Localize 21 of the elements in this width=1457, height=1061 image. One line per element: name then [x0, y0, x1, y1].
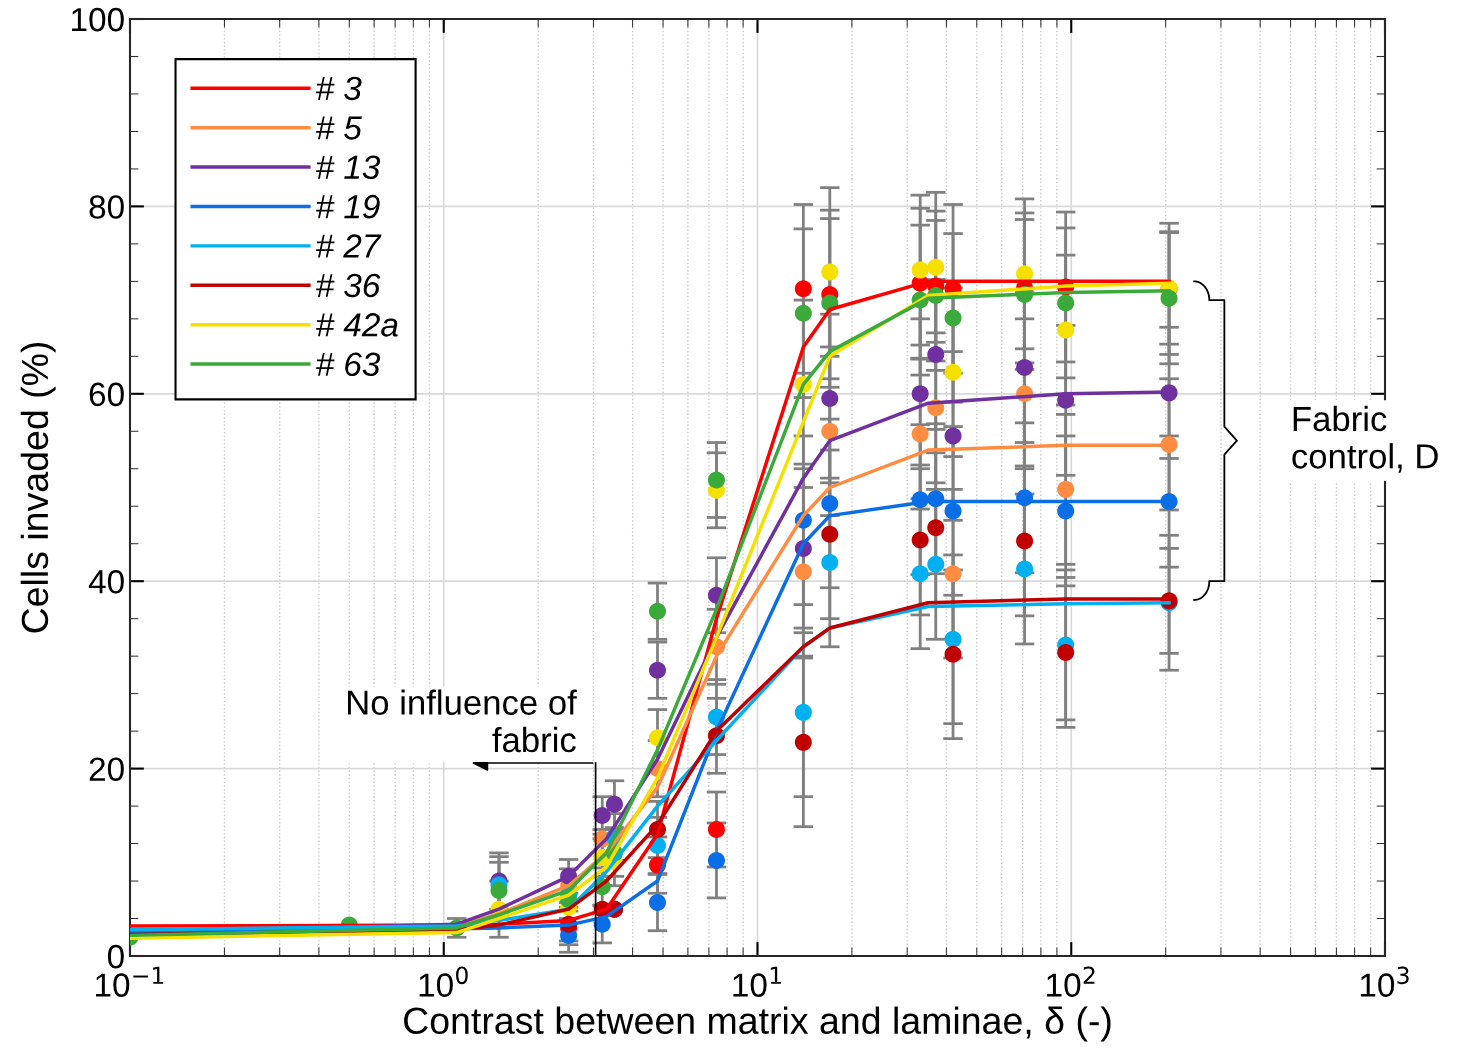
legend-label: # 63 [316, 352, 381, 377]
annotation: No influence of fabric [348, 689, 577, 753]
legend-label: # 42a [316, 313, 398, 337]
x-axis-title: Contrast between matrix and laminae, δ (-) [404, 1006, 1111, 1042]
y-tick-label: 20 [89, 757, 124, 782]
y-axis-title: Cells invaded (%) [20, 342, 56, 633]
legend-label: # 3 [316, 76, 362, 101]
legend-label: # 13 [316, 155, 381, 180]
x-tick-label: 10$^{0}$ [419, 966, 468, 997]
y-tick-label: 80 [89, 195, 124, 219]
x-tick-label: 10$^{3}$ [1360, 966, 1409, 997]
y-tick-label: 100 [72, 7, 124, 32]
legend-label: # 36 [316, 273, 381, 298]
y-tick-label: 60 [89, 382, 124, 407]
legend-label: # 27 [316, 234, 382, 258]
x-tick-label: 10$^{2}$ [1047, 966, 1095, 997]
legend-label: # 5 [316, 116, 362, 140]
legend-label: # 19 [316, 194, 380, 219]
y-tick-label: 40 [88, 570, 124, 594]
annotation: Fabric control, D [1292, 405, 1438, 473]
x-tick-label: 10$^{1}$ [733, 966, 781, 997]
